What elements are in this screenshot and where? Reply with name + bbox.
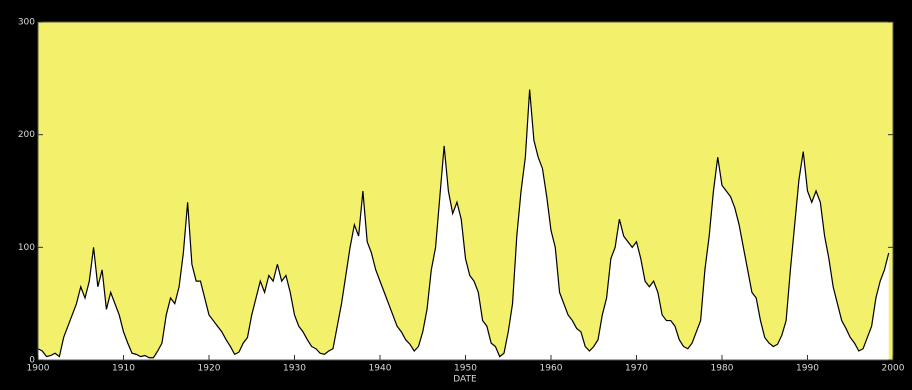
x-tick-label: 1990 [796,364,819,374]
y-tick-label: 300 [18,18,35,28]
x-tick-label: 1980 [711,364,734,374]
x-tick-label: 1940 [369,364,392,374]
x-tick-label: 1930 [283,364,306,374]
x-tick-label: 1960 [540,364,563,374]
y-tick-label: 0 [29,356,35,366]
x-tick-label: 1920 [198,364,221,374]
y-tick-label: 200 [18,130,35,140]
area-fill [38,89,889,360]
x-tick-label: 1950 [454,364,477,374]
x-axis-label: DATE [453,375,477,385]
x-tick-label: 1900 [27,364,50,374]
x-tick-label: 2000 [882,364,905,374]
x-tick-label: 1970 [625,364,648,374]
y-tick-label: 100 [18,243,35,253]
data-line [37,89,890,359]
x-tick-label: 1910 [112,364,135,374]
